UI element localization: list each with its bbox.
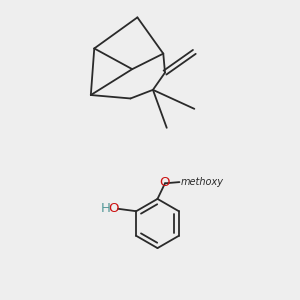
Text: O: O <box>108 202 119 215</box>
Text: O: O <box>160 176 170 189</box>
Text: H: H <box>101 202 111 215</box>
Text: methoxy: methoxy <box>180 177 223 187</box>
